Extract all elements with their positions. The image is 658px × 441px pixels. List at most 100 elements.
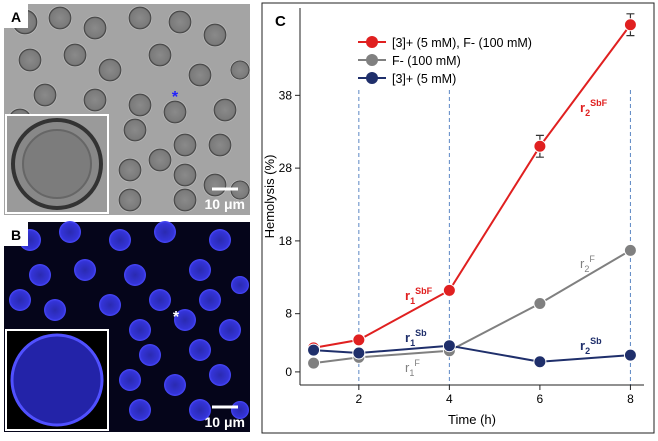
x-axis-label: Time (h) bbox=[448, 412, 496, 427]
cell bbox=[9, 289, 31, 311]
cell bbox=[188, 63, 212, 87]
data-point bbox=[307, 356, 321, 370]
cell bbox=[208, 133, 232, 157]
y-tick-label: 0 bbox=[285, 365, 292, 379]
legend-label: [3]+ (5 mM), F- (100 mM) bbox=[392, 36, 532, 50]
annotation: r1SbF bbox=[405, 286, 433, 306]
cell bbox=[128, 6, 152, 30]
annotation-sub: 1 bbox=[410, 296, 415, 306]
y-tick-label: 18 bbox=[279, 234, 293, 248]
annotation-base: r bbox=[580, 338, 585, 353]
cell bbox=[154, 221, 176, 243]
legend-label: [3]+ (5 mM) bbox=[392, 72, 456, 86]
panel-label-bg bbox=[4, 4, 28, 28]
cell bbox=[219, 319, 241, 341]
marker: * bbox=[173, 309, 180, 326]
annotation-base: r bbox=[405, 330, 410, 345]
annotation: r1Sb bbox=[405, 328, 427, 348]
cell bbox=[213, 98, 237, 122]
cell bbox=[124, 264, 146, 286]
legend-marker bbox=[366, 72, 378, 84]
annotation-sup: SbF bbox=[415, 286, 433, 296]
micrograph-a: A 10 μm * bbox=[4, 4, 250, 215]
annotation-sub: 1 bbox=[409, 368, 414, 378]
cell bbox=[163, 100, 187, 124]
annotation: r1F bbox=[405, 358, 420, 378]
cell bbox=[209, 229, 231, 251]
cell bbox=[29, 264, 51, 286]
panel-label: A bbox=[11, 9, 21, 25]
cell bbox=[209, 364, 231, 386]
annotation-base: r bbox=[580, 256, 585, 271]
cell bbox=[74, 259, 96, 281]
cell bbox=[189, 339, 211, 361]
cell bbox=[230, 180, 250, 200]
cell bbox=[59, 221, 81, 243]
panel-label: C bbox=[275, 13, 286, 30]
annotation: r2Sb bbox=[580, 336, 602, 356]
data-point bbox=[533, 355, 547, 369]
annotation-sup: Sb bbox=[590, 336, 602, 346]
cell bbox=[230, 60, 250, 80]
annotation: r2F bbox=[580, 254, 595, 274]
legend-marker bbox=[366, 36, 378, 48]
cell bbox=[128, 93, 152, 117]
cell bbox=[189, 399, 211, 421]
cell bbox=[129, 319, 151, 341]
annotation-base: r bbox=[405, 360, 410, 375]
legend-marker bbox=[366, 54, 378, 66]
cell bbox=[123, 118, 147, 142]
data-point bbox=[533, 296, 547, 310]
y-axis-label: Hemolysis (%) bbox=[262, 155, 277, 239]
inset-cell-core bbox=[22, 129, 92, 199]
annotation-sup: F bbox=[589, 254, 595, 264]
annotation-sub: 2 bbox=[585, 108, 590, 118]
annotation-sup: SbF bbox=[590, 98, 608, 108]
cell bbox=[164, 374, 186, 396]
cell bbox=[48, 6, 72, 30]
marker: * bbox=[172, 89, 179, 106]
cell bbox=[203, 173, 227, 197]
cell bbox=[189, 259, 211, 281]
data-point bbox=[442, 283, 456, 297]
data-point bbox=[307, 343, 321, 357]
y-tick-label: 28 bbox=[279, 161, 293, 175]
inset-cell bbox=[10, 333, 104, 427]
data-point bbox=[623, 18, 637, 32]
cell bbox=[203, 23, 227, 47]
cell bbox=[83, 88, 107, 112]
x-tick-label: 2 bbox=[355, 392, 362, 406]
y-tick-label: 38 bbox=[279, 88, 293, 102]
cell bbox=[99, 294, 121, 316]
cell bbox=[118, 188, 142, 212]
micrograph-b: B 10 μm * bbox=[4, 221, 250, 432]
cell bbox=[109, 229, 131, 251]
annotation-sub: 2 bbox=[585, 346, 590, 356]
cell bbox=[148, 148, 172, 172]
data-point bbox=[623, 243, 637, 257]
data-point bbox=[352, 346, 366, 360]
cell bbox=[63, 43, 87, 67]
panel-label-bg bbox=[4, 222, 28, 246]
annotation-sup: F bbox=[414, 358, 420, 368]
cell bbox=[173, 133, 197, 157]
cell bbox=[148, 43, 172, 67]
x-tick-label: 8 bbox=[627, 392, 634, 406]
legend-label: F- (100 mM) bbox=[392, 54, 461, 68]
annotation-base: r bbox=[405, 288, 410, 303]
data-point bbox=[442, 339, 456, 353]
cell bbox=[118, 158, 142, 182]
cell bbox=[149, 289, 171, 311]
chart: C 2 4 6 8 0 8 18 28 38 Time (h) Hemolysis (%) [3]+ (… bbox=[262, 8, 644, 427]
cell bbox=[174, 309, 196, 331]
cell bbox=[173, 163, 197, 187]
cell bbox=[119, 369, 141, 391]
data-point bbox=[623, 348, 637, 362]
panel-label: B bbox=[11, 227, 21, 243]
cell bbox=[168, 10, 192, 34]
annotation-sub: 1 bbox=[410, 338, 415, 348]
cell bbox=[83, 16, 107, 40]
scale-bar-label: 10 μm bbox=[205, 196, 245, 212]
cell bbox=[199, 289, 221, 311]
